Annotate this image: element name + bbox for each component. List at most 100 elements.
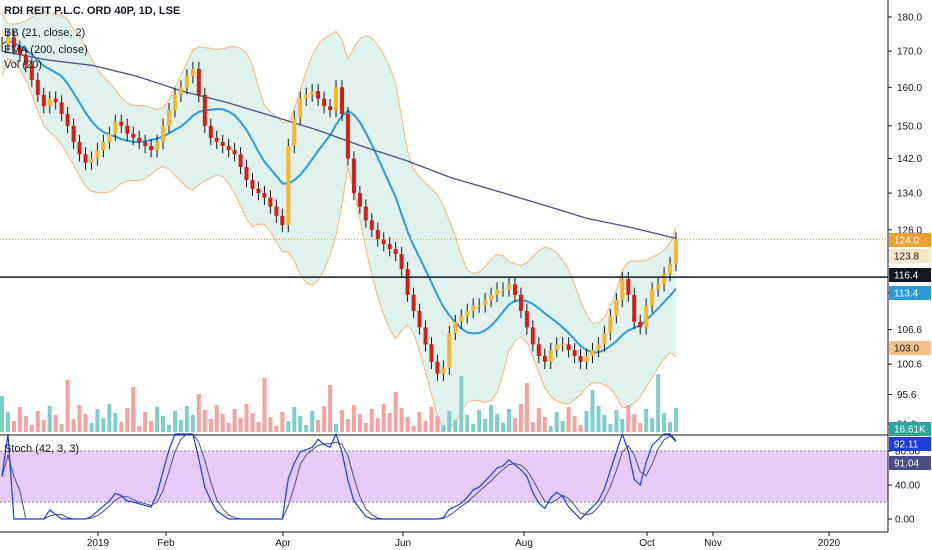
volume-bar xyxy=(668,422,672,432)
volume-bar xyxy=(41,420,46,432)
candle-body xyxy=(399,254,404,269)
volume-bar xyxy=(53,415,58,432)
candle-body xyxy=(554,344,559,351)
candle-body xyxy=(17,47,22,55)
volume-bar xyxy=(11,421,16,432)
candle-body xyxy=(501,289,505,291)
volume-bar xyxy=(602,415,607,432)
volume-bar xyxy=(59,424,64,432)
volume-bar xyxy=(83,414,88,432)
volume-bar xyxy=(190,415,195,432)
volume-bar xyxy=(518,404,523,432)
volume-bar xyxy=(351,405,356,432)
candle-body xyxy=(6,37,10,45)
volume-bar xyxy=(178,420,183,432)
price-tick-label: 106.6 xyxy=(897,325,922,336)
time-tick-label: Apr xyxy=(275,538,291,549)
candle-body xyxy=(256,188,261,194)
volume-bar xyxy=(495,414,500,432)
candle-body xyxy=(626,279,631,295)
candle-body xyxy=(518,294,523,311)
candle-body xyxy=(41,94,46,107)
candle-body xyxy=(334,87,338,111)
volume-bar xyxy=(113,413,118,432)
candle-body xyxy=(477,305,482,307)
volume-bar xyxy=(620,419,625,432)
candle-body xyxy=(405,269,410,295)
volume-bar xyxy=(65,380,70,432)
volume-bar xyxy=(149,421,154,432)
candle-body xyxy=(89,158,94,163)
candle-body xyxy=(578,355,583,362)
candle-body xyxy=(542,355,547,362)
volume-bar xyxy=(548,426,553,432)
ema200-line xyxy=(1,50,677,240)
volume-bar xyxy=(334,424,338,432)
candle-body xyxy=(280,215,285,226)
ema-line xyxy=(1,50,677,240)
indicator-ema-label[interactable]: EMA (200, close) xyxy=(4,44,88,56)
candle-body xyxy=(310,91,315,95)
candle-body xyxy=(363,206,368,221)
candle-body xyxy=(59,102,64,114)
volume-bar xyxy=(363,423,368,432)
indicator-bb-label[interactable]: BB (21, close, 2) xyxy=(4,27,86,39)
volume-bar xyxy=(662,413,667,432)
price-tick-label: 160.0 xyxy=(897,83,922,94)
price-tag xyxy=(889,233,931,247)
candle-body xyxy=(674,239,678,264)
volume-bar xyxy=(530,422,535,432)
price-tag-label: 123.8 xyxy=(894,252,919,263)
candle-body xyxy=(620,279,625,301)
volume-bar xyxy=(119,422,124,432)
candle-body xyxy=(566,344,571,351)
candle-body xyxy=(167,110,171,126)
volume-bar xyxy=(453,420,458,432)
candle-body xyxy=(143,141,148,146)
price-tick-label: 150.0 xyxy=(897,121,922,132)
volume-bar xyxy=(375,418,380,432)
candle-body xyxy=(238,154,243,167)
price-tag xyxy=(889,249,931,263)
stoch-k-line xyxy=(1,432,677,520)
volume-bar xyxy=(513,418,517,432)
candle-body xyxy=(190,68,195,77)
volume-bar xyxy=(17,407,22,432)
volume-bar xyxy=(167,425,171,432)
candle-body xyxy=(483,300,488,306)
volume-bar xyxy=(107,404,112,432)
stoch-label[interactable]: Stoch (42, 3, 3) xyxy=(4,443,80,455)
candle-body xyxy=(489,294,494,301)
price-tick-label: 134.0 xyxy=(897,189,922,200)
volume-bar xyxy=(447,411,452,432)
candle-body xyxy=(77,141,82,155)
price-tag-label: 124.0 xyxy=(894,236,919,247)
candle-body xyxy=(250,179,255,189)
volume-bar xyxy=(23,416,28,432)
candle-body xyxy=(101,141,106,151)
price-tags: 124.0 123.8 116.4 113.4 103.0 16.61K 92.11 91.0… xyxy=(889,233,931,470)
volume-bar xyxy=(286,421,291,432)
candle-body xyxy=(393,249,398,254)
candle-body xyxy=(411,294,416,311)
candle-body xyxy=(596,344,601,351)
volume-bar xyxy=(250,413,255,432)
volume-bar xyxy=(411,426,416,432)
price-tag-label: 103.0 xyxy=(894,344,919,355)
volume-bar xyxy=(614,410,619,432)
stoch-tag-label: 91.04 xyxy=(894,459,919,470)
volume-bar xyxy=(244,404,249,432)
volume-bar xyxy=(298,416,303,432)
candle-body xyxy=(602,333,607,345)
candle-body xyxy=(47,98,52,107)
candle-body xyxy=(71,125,76,142)
stoch-tag-label: 92.11 xyxy=(894,440,919,451)
volume-bar xyxy=(95,409,100,432)
volume-bar xyxy=(161,416,165,432)
candle-body xyxy=(304,94,309,99)
volume-bar xyxy=(125,408,130,432)
volume-bar xyxy=(196,394,201,432)
indicator-vol-label[interactable]: Vol (20) xyxy=(4,59,42,71)
candle-body xyxy=(244,167,249,180)
